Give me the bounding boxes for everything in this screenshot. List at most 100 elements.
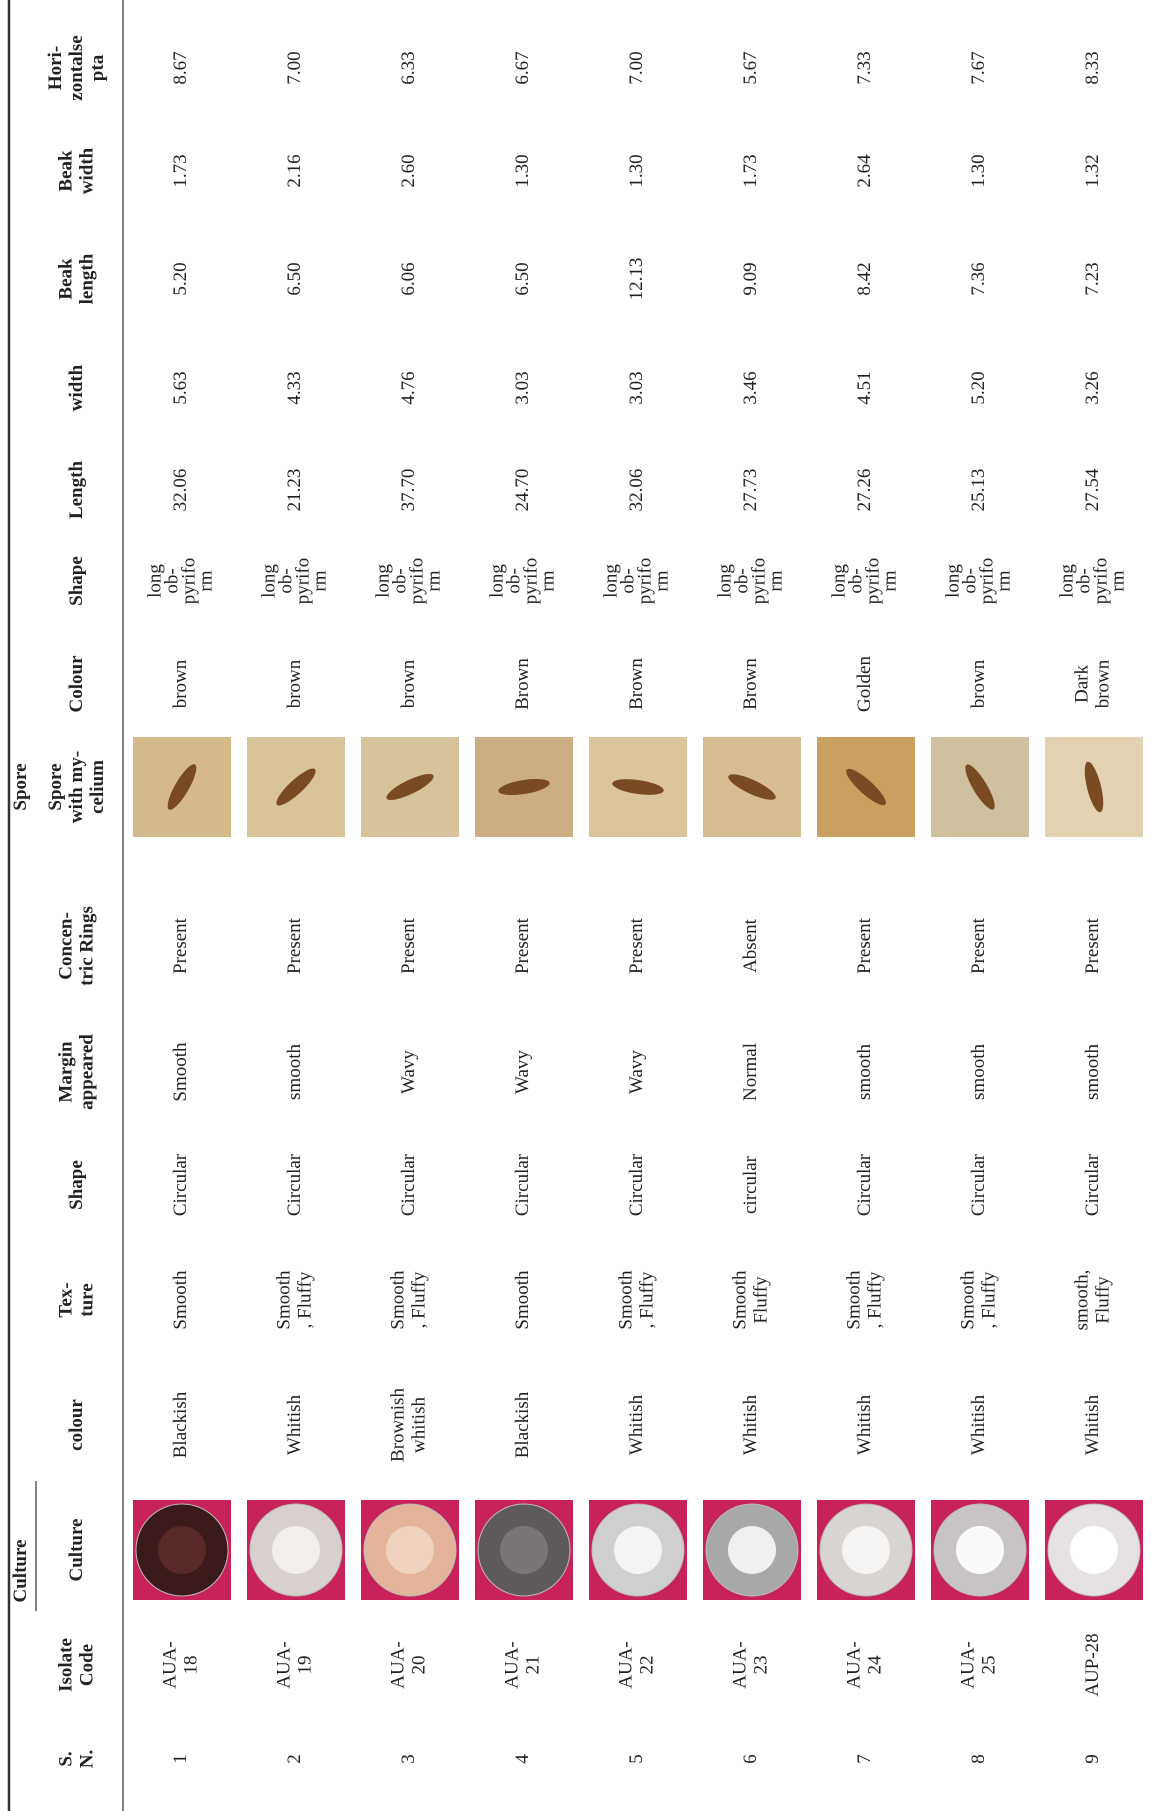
cell: 1.30 — [968, 154, 989, 187]
cell: AUA-23 — [730, 1641, 772, 1689]
spore — [276, 768, 316, 806]
cell: 7.36 — [968, 262, 989, 295]
cell: smooth — [284, 1044, 305, 1100]
cell: 3.03 — [626, 371, 647, 404]
cell: brown — [170, 659, 191, 708]
cell: Present — [170, 917, 191, 974]
cell: Darkbrown — [1072, 659, 1114, 708]
cell: smooth,Fluffy — [1072, 1270, 1114, 1331]
cell: Present — [398, 917, 419, 974]
column-header: Sporewith my-celium — [45, 751, 108, 823]
spore — [386, 773, 434, 801]
cell: Circular — [284, 1153, 305, 1216]
cell: Smooth, Fluffy — [958, 1270, 1000, 1330]
cell: Present — [968, 917, 989, 974]
cell: AUA-20 — [388, 1641, 430, 1689]
cell: 1 — [170, 1754, 191, 1764]
cell: Wavy — [512, 1050, 533, 1094]
cell: Whitish — [968, 1394, 989, 1455]
cell: 32.06 — [170, 469, 191, 512]
spore — [728, 774, 776, 800]
cell: 1.73 — [740, 154, 761, 187]
cell: 9 — [1082, 1754, 1103, 1764]
cell: longob-pyriform — [487, 558, 559, 604]
column-header: width — [66, 364, 87, 411]
cell: 9.09 — [740, 262, 761, 295]
culture-colony — [614, 1526, 662, 1574]
cell: 2.16 — [284, 154, 305, 187]
cell: 7 — [854, 1754, 875, 1764]
cell: Smooth — [512, 1270, 533, 1330]
spore — [167, 764, 197, 810]
cell: Circular — [968, 1153, 989, 1216]
cell: longob-pyriform — [829, 558, 901, 604]
spore — [498, 778, 550, 796]
group-header: Spore — [10, 763, 31, 810]
cell: 1.30 — [626, 154, 647, 187]
cell: 7.67 — [968, 51, 989, 84]
column-header: colour — [66, 1399, 87, 1451]
cell: Brown — [512, 658, 533, 710]
cell: 4.76 — [398, 371, 419, 404]
column-header: Length — [66, 461, 87, 520]
cell: 2 — [284, 1754, 305, 1764]
column-header: Shape — [66, 1160, 87, 1210]
cell: 3.46 — [740, 371, 761, 404]
cell: 21.23 — [284, 469, 305, 512]
cell: Wavy — [398, 1050, 419, 1094]
column-header: Tex-ture — [56, 1282, 98, 1317]
cell: 2.64 — [854, 154, 875, 188]
cell: 7.00 — [284, 51, 305, 84]
cell: 6.67 — [512, 51, 533, 84]
cell: Smooth, Fluffy — [616, 1270, 658, 1330]
cell: 27.26 — [854, 469, 875, 512]
cell: brown — [968, 659, 989, 708]
cell: AUA-25 — [958, 1641, 1000, 1689]
culture-colony — [158, 1526, 206, 1574]
cell: AUP-28 — [1082, 1633, 1103, 1696]
cell: smooth — [854, 1044, 875, 1100]
table: S.N. IsolateCode Culture colour Tex-ture Shap… — [7, 0, 1143, 1811]
cell: 6.50 — [512, 262, 533, 295]
cell: Blackish — [512, 1391, 533, 1458]
cell: 27.54 — [1082, 468, 1103, 511]
cell: 32.06 — [626, 469, 647, 512]
cell: Whitish — [626, 1394, 647, 1455]
cell: longob-pyriform — [1057, 558, 1129, 604]
cell: 1.73 — [170, 154, 191, 187]
column-header: Beaklength — [56, 253, 98, 304]
cell: Circular — [398, 1153, 419, 1216]
cell: Present — [512, 917, 533, 974]
cell: Golden — [854, 656, 875, 712]
cell: 24.70 — [512, 469, 533, 512]
cell: 5.67 — [740, 51, 761, 84]
column-header: S.N. — [56, 1750, 98, 1768]
column-header: Shape — [66, 556, 87, 606]
group-header: Culture — [10, 1540, 31, 1603]
cell: longob-pyriform — [943, 558, 1015, 604]
cell: 8.42 — [854, 262, 875, 295]
cell: 2.60 — [398, 154, 419, 187]
spore — [965, 764, 995, 810]
cell: 5.20 — [170, 262, 191, 295]
column-header: Culture — [66, 1519, 87, 1582]
column-header: Hori-zontalsepta — [45, 35, 108, 100]
culture-colony — [272, 1526, 320, 1574]
cell: Smooth, Fluffy — [844, 1270, 886, 1330]
column-header: IsolateCode — [56, 1638, 98, 1692]
culture-colony — [500, 1526, 548, 1574]
cell: Whitish — [854, 1394, 875, 1455]
cell: 3 — [398, 1754, 419, 1764]
cell: longob-pyriform — [145, 558, 217, 604]
cell: 5 — [626, 1754, 647, 1764]
spore — [1084, 761, 1104, 813]
column-header: Concen-tric Rings — [56, 906, 98, 986]
cell: Circular — [626, 1153, 647, 1216]
culture-colony — [1070, 1526, 1118, 1574]
cell: AUA-22 — [616, 1641, 658, 1689]
cell: Brown — [740, 658, 761, 710]
cell: 1.30 — [512, 154, 533, 187]
column-header: Marginappeared — [56, 1034, 98, 1110]
cell: Present — [284, 917, 305, 974]
cell: 4.51 — [854, 371, 875, 404]
